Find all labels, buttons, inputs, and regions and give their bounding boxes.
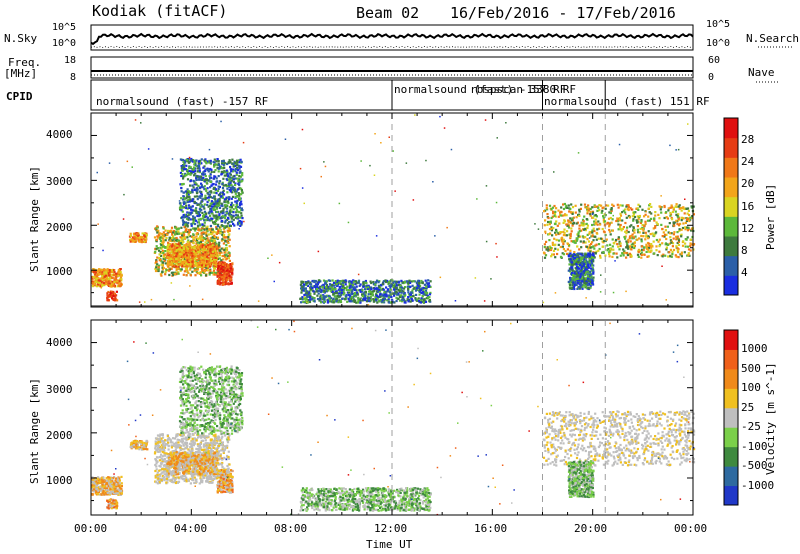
- beam-label: Beam 02: [356, 4, 420, 22]
- cpid-segment-2: normalsound (fast) -157 RF: [394, 83, 567, 96]
- xtick: 08:00: [274, 522, 308, 535]
- power-colorbar-swatch: [724, 236, 738, 257]
- velocity-colorbar-swatch: [724, 368, 738, 389]
- nsearch-tick-bottom: 10^0: [706, 38, 731, 49]
- cpid-segment-3: rbspscan 3380 RF: [470, 83, 576, 96]
- velocity-colorbar-tick: -1000: [741, 479, 775, 492]
- nsearch-label: N.Search: [746, 32, 799, 45]
- velocity-colorbar-tick: 25: [741, 401, 755, 414]
- velocity-colorbar-frame: [723, 329, 739, 506]
- velocity-ytick: 1000: [46, 474, 73, 487]
- velocity-colorbar-tick: 500: [741, 362, 761, 375]
- nave-tick-top: 60: [708, 55, 721, 66]
- xtick: 00:00: [74, 522, 108, 535]
- velocity-ytick: 2000: [46, 429, 73, 442]
- power-echoes: [91, 114, 696, 306]
- velocity-colorbar-swatch: [724, 349, 738, 370]
- nsky-trace: [90, 32, 694, 46]
- power-colorbar-tick: 28: [741, 133, 755, 146]
- power-colorbar-swatch: [724, 196, 738, 217]
- velocity-colorbar-swatch: [724, 388, 738, 409]
- power-colorbar-tick: 12: [741, 222, 755, 235]
- date-range: 16/Feb/2016 - 17/Feb/2016: [450, 4, 676, 22]
- cpid-segment-4: normalsound (fast) 151 RF: [544, 95, 710, 108]
- nsky-tick-bottom: 10^0: [52, 38, 77, 49]
- nsky-panel: [90, 24, 694, 51]
- freq-tick-bottom: 8: [70, 72, 77, 83]
- nsearch-trace: [90, 45, 694, 49]
- cpid-label: CPID: [6, 90, 33, 103]
- velocity-ytick: 4000: [46, 336, 73, 349]
- velocity-colorbar-swatch: [724, 330, 738, 350]
- freq-label: Freq.: [8, 56, 42, 69]
- velocity-colorbar-swatch: [724, 407, 738, 428]
- power-colorbar-swatch: [724, 177, 738, 198]
- freq-panel: [90, 56, 694, 79]
- velocity-colorbar-tick: -500: [741, 459, 768, 472]
- nsky-label: N.Sky: [4, 32, 38, 45]
- xtick: 20:00: [574, 522, 608, 535]
- power-ytick: 3000: [46, 175, 73, 188]
- freq-tick-top: 18: [64, 55, 77, 66]
- freq-unit: [MHz]: [4, 67, 38, 80]
- power-colorbar-tick: 4: [741, 266, 748, 279]
- velocity-colorbar-swatch: [724, 446, 738, 467]
- velocity-colorbar-tick: 100: [741, 381, 761, 394]
- velocity-colorbar-swatch: [724, 466, 738, 487]
- nsearch-tick-top: 10^5: [706, 19, 731, 30]
- xlabel: Time UT: [366, 538, 413, 551]
- xtick: 12:00: [374, 522, 408, 535]
- power-colorbar-tick: 16: [741, 200, 755, 213]
- power-colorbar-swatch: [724, 157, 738, 178]
- velocity-colorbar-swatch: [724, 485, 738, 506]
- velocity-ytick: 3000: [46, 383, 73, 396]
- nsky-tick-top: 10^5: [52, 22, 77, 33]
- velocity-colorbar-tick: -100: [741, 440, 768, 453]
- power-colorbar-frame: [723, 117, 739, 296]
- power-colorbar-swatch: [724, 255, 738, 276]
- fit-method: (fitACF): [155, 2, 228, 20]
- velocity-colorbar-tick: -25: [741, 420, 761, 433]
- power-colorbar-tick: 24: [741, 155, 755, 168]
- power-colorbar-swatch: [724, 216, 738, 237]
- station-name: Kodiak: [92, 2, 147, 20]
- xtick: 16:00: [474, 522, 508, 535]
- velocity-colorbar-swatch: [724, 427, 738, 448]
- power-colorbar-swatch: [724, 118, 738, 139]
- power-colorbar-swatch: [724, 275, 738, 296]
- power-colorbar-tick: 8: [741, 244, 748, 257]
- cpid-segment-1: normalsound (fast) -157 RF: [96, 95, 269, 108]
- power-ytick: 2000: [46, 221, 73, 234]
- nave-label: Nave: [748, 66, 775, 79]
- xtick: 04:00: [174, 522, 208, 535]
- power-ytick: 4000: [46, 128, 73, 141]
- nave-tick-bottom: 0: [708, 72, 715, 83]
- power-colorbar-tick: 20: [741, 177, 755, 190]
- power-colorbar-swatch: [724, 137, 738, 158]
- velocity-colorbar-tick: 1000: [741, 342, 768, 355]
- power-ytick: 1000: [46, 265, 73, 278]
- xtick: 00:00: [674, 522, 708, 535]
- velocity-echoes: [91, 320, 696, 516]
